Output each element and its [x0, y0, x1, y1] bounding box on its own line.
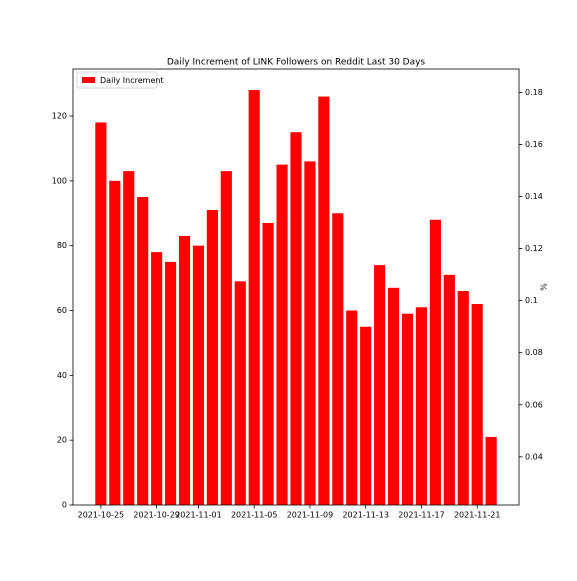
bar — [234, 281, 246, 505]
bar — [304, 161, 316, 506]
y2-tick-label: 0.18 — [525, 88, 543, 97]
bar — [429, 219, 441, 505]
bar — [374, 265, 386, 505]
legend-swatch — [82, 77, 95, 83]
x-tick-label: 2021-11-01 — [175, 511, 222, 520]
y2-tick-label: 0.12 — [525, 244, 543, 253]
y-tick-label: 120 — [52, 112, 67, 121]
bar — [262, 222, 274, 505]
bar — [276, 164, 288, 506]
x-tick-label: 2021-11-17 — [398, 511, 445, 520]
bar — [471, 304, 483, 505]
x-tick-label: 2021-10-25 — [78, 511, 125, 520]
legend-label: Daily Increment — [100, 76, 164, 85]
bar — [318, 96, 330, 506]
bar — [206, 210, 218, 505]
bar — [109, 180, 121, 505]
bar — [192, 245, 205, 506]
bar — [457, 291, 469, 505]
y-tick-label: 80 — [57, 241, 67, 250]
y-tick-label: 0 — [62, 501, 67, 510]
y2-tick-label: 0.1 — [525, 296, 538, 305]
y2-tick-label: 0.16 — [525, 140, 543, 149]
y-tick-label: 20 — [57, 436, 67, 445]
x-tick-label: 2021-11-21 — [454, 511, 501, 520]
bar — [443, 274, 455, 505]
bar — [401, 313, 414, 505]
bar — [248, 90, 260, 506]
y2-tick-label: 0.08 — [525, 348, 543, 357]
plot-frame — [72, 68, 520, 506]
bar — [220, 171, 232, 506]
y2-tick-label: 0.14 — [525, 192, 543, 201]
x-tick-label: 2021-11-09 — [287, 511, 334, 520]
y2-tick-label: 0.06 — [525, 400, 543, 409]
chart-title: Daily Increment of LINK Followers on Red… — [167, 58, 426, 68]
bar — [151, 252, 163, 505]
bar — [387, 287, 400, 505]
x-tick-label: 2021-10-29 — [133, 511, 180, 520]
y-tick-label: 60 — [57, 306, 67, 315]
bar — [415, 307, 428, 505]
bar — [123, 171, 135, 506]
bar — [332, 213, 344, 505]
y-tick-label: 100 — [52, 176, 67, 185]
bar — [137, 197, 149, 505]
bar — [290, 132, 302, 505]
y2-tick-label: 0.04 — [525, 452, 543, 461]
legend-box — [76, 71, 158, 89]
bar — [360, 326, 372, 505]
bar — [346, 310, 358, 505]
x-tick-label: 2021-11-13 — [342, 511, 389, 520]
bar — [178, 235, 191, 505]
x-tick-label: 2021-11-05 — [231, 511, 278, 520]
bar — [164, 261, 177, 505]
bar — [95, 122, 107, 505]
y-tick-label: 40 — [57, 371, 67, 380]
y2-axis-label: % — [539, 283, 548, 291]
bar — [485, 436, 497, 505]
